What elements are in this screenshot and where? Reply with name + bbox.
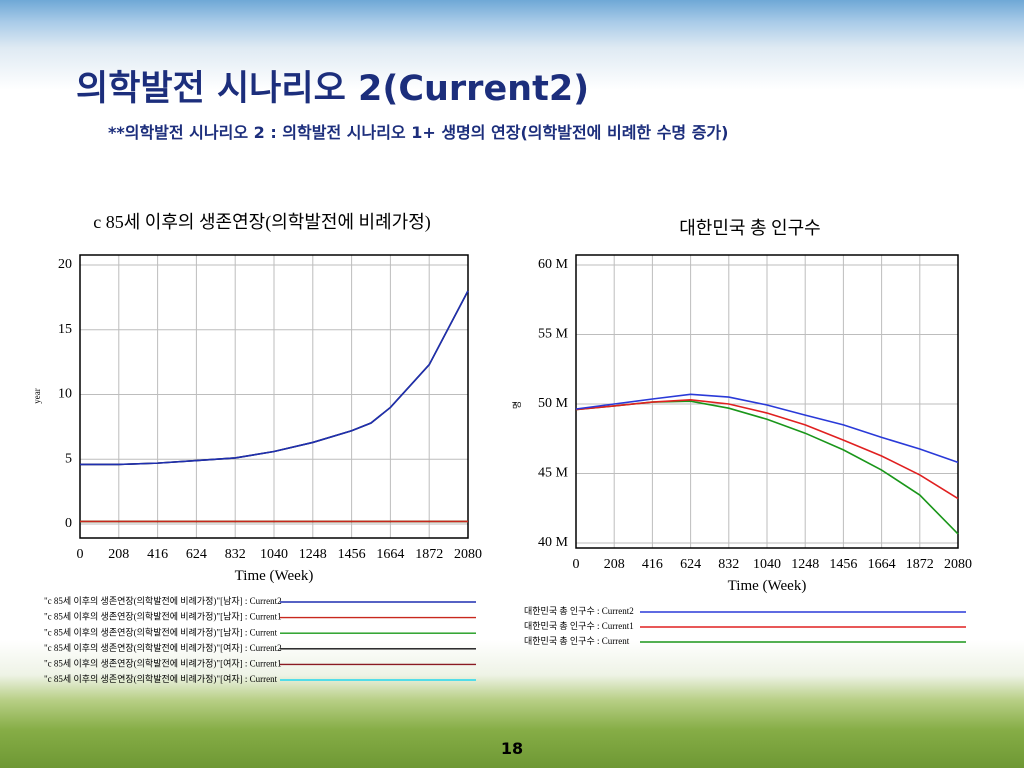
legend-label: "c 85세 이후의 생존연장(의학발전에 비례가정)"[남자] : Curre…: [44, 612, 282, 622]
x-tick-label: 832: [718, 557, 739, 572]
legend-label: "c 85세 이후의 생존연장(의학발전에 비례가정)"[남자] : Curre…: [44, 627, 278, 637]
x-axis-label: Time (Week): [235, 568, 314, 584]
series-line: [80, 290, 469, 466]
x-tick-label: 1248: [791, 557, 819, 572]
x-tick-label: 1872: [415, 547, 443, 562]
x-tick-label: 0: [77, 547, 84, 562]
chart-title: 대한민국 총 인구수: [679, 218, 820, 238]
y-tick-label: 20: [58, 257, 72, 272]
y-tick-label: 50 M: [538, 396, 569, 411]
x-tick-label: 0: [573, 557, 580, 572]
slide-title: 의학발전 시나리오 2(Current2): [76, 69, 589, 109]
y-tick-label: 15: [58, 322, 72, 337]
legend-label: 대한민국 총 인구수 : Current2: [524, 606, 634, 616]
y-tick-label: 60 M: [538, 257, 569, 272]
x-tick-label: 1040: [260, 547, 288, 562]
legend-label: "c 85세 이후의 생존연장(의학발전에 비례가정)"[여자] : Curre…: [44, 673, 278, 684]
legend-label: "c 85세 이후의 생존연장(의학발전에 비례가정)"[남자] : Curre…: [44, 596, 282, 606]
x-tick-label: 1456: [829, 557, 857, 572]
x-tick-label: 416: [147, 547, 168, 562]
x-tick-label: 208: [604, 557, 625, 572]
plot-frame: [79, 254, 469, 539]
x-tick-label: 1456: [338, 547, 366, 562]
plot-frame: [575, 254, 959, 549]
x-tick-label: 1872: [906, 557, 934, 572]
x-tick-label: 2080: [944, 557, 972, 572]
x-tick-label: 2080: [454, 547, 482, 562]
x-tick-label: 832: [225, 547, 246, 562]
page-number: 18: [501, 739, 523, 758]
x-tick-label: 624: [186, 547, 207, 562]
legend-label: 대한민국 총 인구수 : Current1: [524, 621, 634, 631]
x-tick-label: 1664: [868, 557, 896, 572]
x-axis-label: Time (Week): [728, 578, 807, 594]
y-tick-label: 40 M: [538, 535, 569, 550]
slide-subtitle: **의학발전 시나리오 2 : 의학발전 시나리오 1+ 생명의 연장(의학발전…: [108, 123, 728, 142]
chart-title: c 85세 이후의 생존연장(의학발전에 비례가정): [93, 212, 431, 233]
legend-label: 대한민국 총 인구수 : Current: [524, 636, 630, 646]
y-axis-label: 명: [512, 401, 522, 409]
x-tick-label: 1248: [299, 547, 327, 562]
series-line: [575, 393, 959, 464]
x-tick-label: 624: [680, 557, 701, 572]
x-tick-label: 416: [642, 557, 663, 572]
x-tick-label: 1040: [753, 557, 781, 572]
series-line: [575, 399, 959, 500]
y-tick-label: 55 M: [538, 327, 569, 342]
y-tick-label: 0: [65, 516, 72, 531]
y-tick-label: 5: [65, 451, 72, 466]
x-tick-label: 208: [108, 547, 129, 562]
y-axis-label: year: [32, 388, 42, 404]
legend-label: "c 85세 이후의 생존연장(의학발전에 비례가정)"[여자] : Curre…: [44, 642, 282, 653]
y-tick-label: 45 M: [538, 466, 569, 481]
y-tick-label: 10: [58, 387, 72, 402]
x-tick-label: 1664: [376, 547, 404, 562]
legend-label: "c 85세 이후의 생존연장(의학발전에 비례가정)"[여자] : Curre…: [44, 657, 282, 668]
